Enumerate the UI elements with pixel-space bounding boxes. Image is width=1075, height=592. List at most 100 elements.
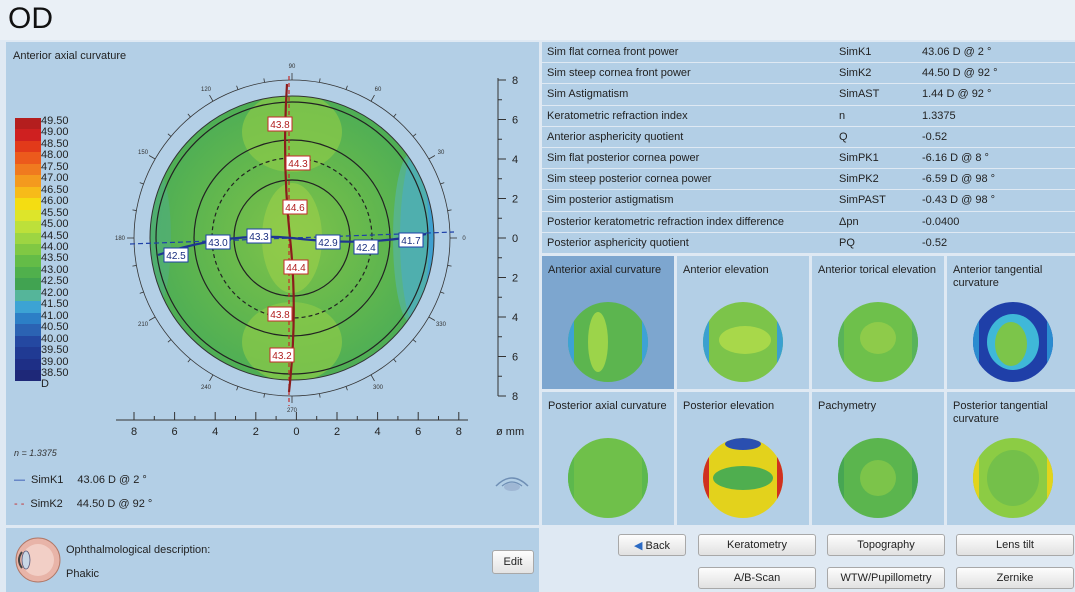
color-scale-cell (15, 140, 41, 153)
back-button[interactable]: ◀ Back (618, 534, 686, 556)
x-tick-label: 2 (334, 426, 340, 438)
parameter-name: Anterior asphericity quotient (547, 130, 684, 143)
angle-label: 330 (436, 322, 447, 328)
zernike-button[interactable]: Zernike (956, 567, 1074, 589)
scale-value: 44.50 (41, 229, 69, 242)
thumbnail-label: Posterior elevation (683, 400, 775, 412)
color-scale-cell (15, 347, 41, 359)
description-value: Phakic (66, 568, 100, 580)
value-text: 42.5 (166, 251, 186, 262)
scale-value: 49.50 (41, 115, 69, 127)
description-panel: Ophthalmological description: Phakic Edi… (6, 528, 539, 592)
scale-value: 47.00 (41, 172, 69, 185)
angle-label: 300 (373, 385, 384, 391)
color-scale-cell (15, 289, 41, 302)
keratometry-button[interactable]: Keratometry (698, 534, 816, 556)
thumbnail-map-image (973, 438, 1053, 518)
value-label-h6: 41.7 (398, 232, 424, 248)
parameter-symbol: SimK1 (839, 46, 872, 58)
angle-tick (319, 78, 321, 83)
parameter-symbol: SimAST (839, 88, 880, 101)
angle-label: 240 (201, 385, 212, 391)
color-scale-labels: 49.50 49.00 48.50 48.00 47.50 47.00 46.50 46.00… (41, 115, 69, 391)
parameter-name: Sim flat posterior cornea power (547, 151, 700, 164)
scale-value: 48.50 (41, 137, 69, 150)
parameter-row: Anterior asphericity quotient Q -0.52 (542, 126, 1075, 147)
color-scale-cell (15, 358, 41, 370)
thumbnail-anterior-tangential-curvature[interactable]: Anterior tangential curvature (947, 256, 1075, 389)
parameter-symbol: Δpn (839, 215, 859, 228)
color-scale-cell (15, 278, 41, 290)
thumbnail-map-image (973, 302, 1053, 382)
angle-tick (139, 182, 144, 185)
simk1-meridian (129, 231, 455, 257)
angle-tick (345, 386, 348, 391)
angle-tick (447, 265, 452, 267)
topography-button[interactable]: Topography (827, 534, 945, 556)
value-text: 44.3 (288, 159, 308, 170)
value-text: 44.6 (285, 203, 305, 214)
angle-tick (263, 78, 265, 83)
thumbnail-anterior-axial-curvature[interactable]: Anterior axial curvature (542, 256, 674, 389)
color-scale-cell (15, 163, 41, 176)
refraction-index-note: n = 1.3375 (14, 448, 57, 458)
angle-label: 180 (115, 236, 126, 242)
thumbnail-map-image (838, 302, 918, 382)
thumbnail-posterior-elevation[interactable]: Posterior elevation (677, 392, 809, 525)
wtw-pupillometry-button[interactable]: WTW/Pupillometry (827, 567, 945, 589)
value-text: 43.3 (249, 232, 269, 243)
scale-value: 45.00 (41, 218, 69, 231)
edit-button[interactable]: Edit (492, 550, 534, 574)
value-label-h2: 43.0 (205, 234, 231, 250)
angle-tick (412, 339, 417, 343)
parameter-value: -6.59 D @ 98 ° (922, 173, 996, 186)
thumbnail-map-image (568, 302, 648, 382)
scale-value: 39.00 (41, 355, 69, 368)
parameter-symbol: Q (839, 130, 848, 143)
parameter-name: Keratometric refraction index (547, 109, 688, 122)
thumbnail-map-image (703, 302, 783, 382)
scale-value: 44.00 (41, 240, 69, 253)
angle-tick (132, 209, 137, 211)
color-scale-cell (15, 255, 41, 267)
ab-scan-button[interactable]: A/B-Scan (698, 567, 816, 589)
thumbnail-anterior-torical-elevation[interactable]: Anterior torical elevation (812, 256, 944, 389)
parameter-row: Sim posterior astigmatism SimPAST -0.43 D … (542, 190, 1075, 211)
legend-simk2-name: SimK2 (30, 498, 63, 510)
value-text: 42.4 (356, 243, 376, 254)
scale-value: 46.50 (41, 183, 69, 196)
parameter-symbol: SimK2 (839, 67, 872, 80)
parameter-value: 1.44 D @ 92 ° (922, 88, 992, 101)
legend-simk1-name: SimK1 (31, 474, 64, 486)
description-label: Ophthalmological description: (66, 544, 211, 556)
lens-tilt-button[interactable]: Lens tilt (956, 534, 1074, 556)
back-button-label: Back (645, 539, 670, 552)
color-scale-cell (15, 369, 41, 382)
parameter-value: -0.52 (922, 130, 948, 143)
thumbnail-posterior-axial-curvature[interactable]: Posterior axial curvature (542, 392, 674, 525)
y-axis: 8 6 4 2 0 2 4 6 8 (497, 75, 518, 403)
parameter-name: Posterior asphericity quotient (547, 236, 689, 249)
parameter-value: -0.43 D @ 98 ° (922, 194, 996, 207)
angle-label: 270 (287, 408, 298, 414)
value-label-v4: 44.4 (283, 259, 309, 275)
color-scale-cell (15, 221, 41, 233)
parameter-row: Sim Astigmatism SimAST 1.44 D @ 92 ° (542, 84, 1075, 105)
x-tick-label: 2 (253, 426, 259, 438)
color-scale-cell (15, 186, 41, 199)
thumbnail-pachymetry[interactable]: Pachymetry (812, 392, 944, 525)
value-text: 42.9 (318, 238, 338, 249)
scale-value: 38.50 (41, 366, 69, 379)
thumbnail-anterior-elevation[interactable]: Anterior elevation (677, 256, 809, 389)
value-label-v2: 44.3 (285, 155, 311, 171)
thumbnail-posterior-tangential-curvature[interactable]: Posterior tangential curvature (947, 392, 1075, 525)
angle-tick (440, 291, 445, 294)
y-tick-label: 6 (512, 352, 518, 364)
eye-view-icon[interactable] (494, 472, 530, 494)
x-tick-label: 0 (293, 426, 299, 438)
scale-value: 42.50 (41, 275, 69, 288)
parameter-name: Sim flat cornea front power (547, 46, 679, 58)
eye-side-title: OD (8, 2, 53, 35)
value-label-v1: 43.8 (267, 116, 293, 132)
